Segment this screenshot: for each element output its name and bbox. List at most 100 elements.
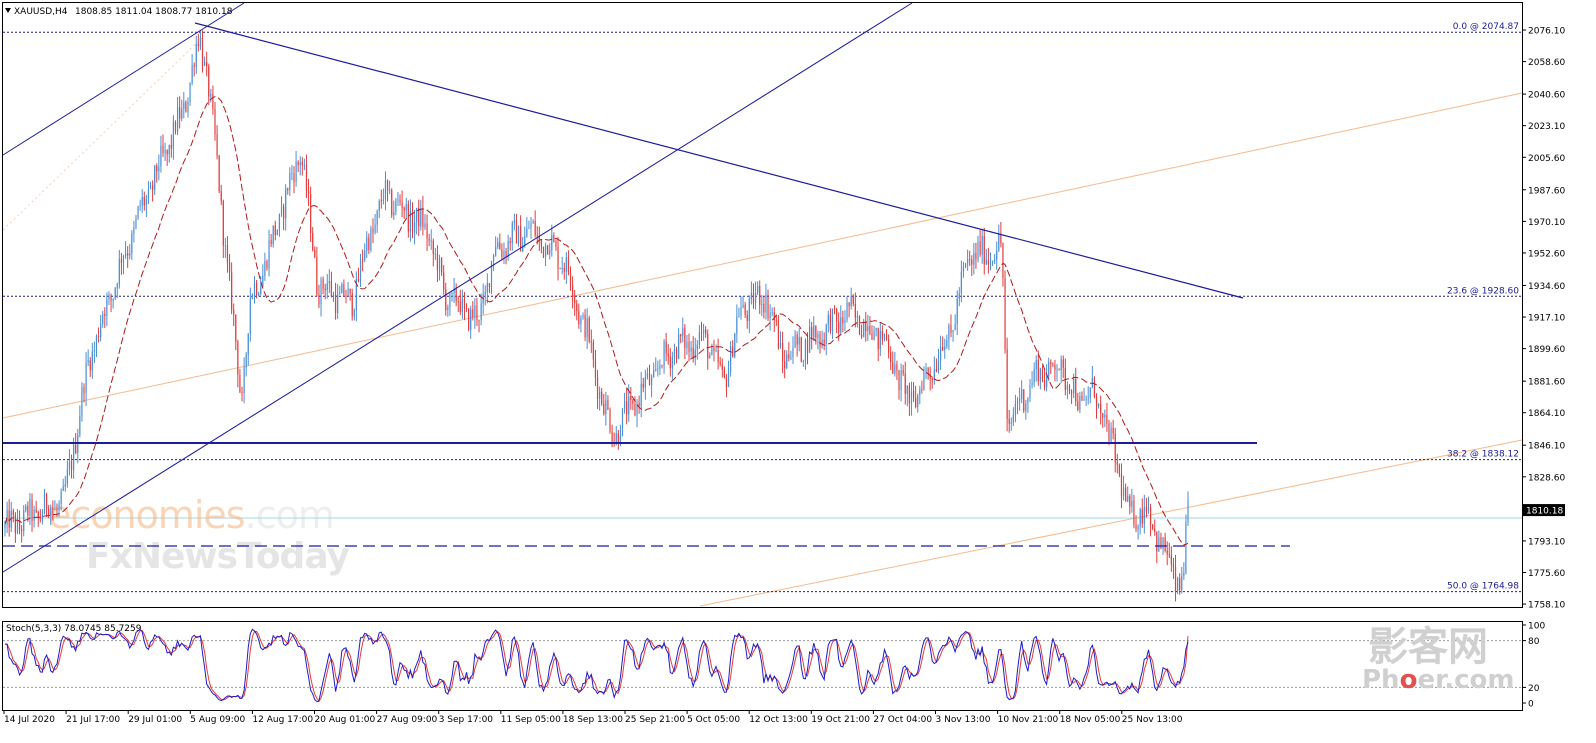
candle-body — [544, 245, 547, 257]
candle-body — [1027, 398, 1029, 404]
candle — [208, 63, 210, 105]
candle-body — [243, 367, 245, 394]
candle — [1070, 389, 1073, 404]
dropdown-triangle-icon[interactable] — [5, 8, 11, 13]
stoch-axis-label: 0 — [1528, 700, 1534, 710]
candle-body — [91, 351, 93, 371]
channel-lower-trendline — [2, 2, 913, 573]
candle — [428, 233, 430, 247]
candle-body — [705, 329, 707, 335]
candle-body — [811, 327, 813, 338]
candle — [948, 323, 950, 351]
candle — [1139, 507, 1141, 535]
candle-body — [1116, 462, 1118, 465]
candle-body — [935, 369, 938, 372]
candle-body — [702, 329, 705, 334]
candle — [147, 181, 150, 205]
candle-body — [81, 387, 83, 417]
candle — [977, 235, 979, 263]
candle-body — [224, 245, 226, 247]
candle-body — [588, 318, 590, 342]
candle-body — [100, 323, 102, 337]
candle — [904, 361, 906, 405]
candle-body — [515, 220, 518, 244]
candle — [243, 357, 245, 404]
candle — [120, 252, 123, 275]
candle-body — [840, 317, 842, 333]
candle — [441, 257, 443, 277]
candle — [139, 199, 141, 211]
candle-body — [686, 341, 688, 349]
candle — [237, 339, 239, 388]
candle-body — [1075, 378, 1077, 402]
candle — [594, 349, 597, 387]
candle-body — [129, 253, 131, 256]
watermark-phoer-cn: 影客网 — [1368, 623, 1488, 670]
candle-body — [1127, 496, 1129, 502]
candle — [114, 287, 116, 301]
candle-body — [472, 309, 474, 317]
candle-body — [372, 228, 374, 233]
candle-body — [617, 433, 619, 444]
candle-body — [478, 319, 480, 321]
candle — [332, 291, 335, 302]
candle — [324, 283, 326, 300]
candle — [382, 188, 384, 205]
candle — [1149, 503, 1152, 537]
candle — [996, 241, 998, 270]
candle-body — [122, 255, 125, 264]
candle — [655, 357, 657, 372]
candle — [987, 247, 990, 274]
candle-body — [740, 307, 742, 317]
candle — [1058, 368, 1060, 371]
fib-base-line — [2, 34, 206, 231]
candle — [405, 197, 407, 220]
candle-body — [156, 165, 158, 172]
candle — [690, 340, 692, 358]
candle — [919, 385, 921, 405]
candle — [1043, 369, 1046, 391]
candle — [542, 246, 545, 259]
candle-body — [141, 196, 143, 206]
candle — [241, 386, 243, 402]
candle-body — [351, 293, 353, 317]
candle — [991, 260, 994, 267]
candle — [320, 276, 322, 317]
candle — [883, 333, 886, 342]
chart-header: XAUUSD,H4 1808.85 1811.04 1808.77 1810.1… — [5, 7, 233, 17]
candle-body — [143, 196, 145, 206]
candle — [1137, 524, 1139, 540]
candle — [434, 247, 436, 261]
candle-body — [193, 65, 195, 67]
candle-body — [499, 242, 501, 250]
candle — [380, 189, 382, 209]
phoer-watermark: 影客网 Phoer.com — [1362, 623, 1514, 695]
candle — [692, 336, 694, 363]
candle-body — [260, 286, 262, 295]
candle-body — [696, 344, 698, 350]
candle-body — [748, 298, 750, 321]
candle-body — [459, 301, 461, 312]
candle-body — [1052, 363, 1054, 365]
candle-body — [48, 508, 50, 515]
candle-body — [1039, 368, 1041, 382]
candle — [438, 254, 441, 281]
candle-body — [773, 312, 775, 320]
candle — [1025, 399, 1027, 420]
candle-body — [135, 218, 137, 228]
orange-lower-line — [699, 439, 1523, 607]
candle-body — [391, 190, 393, 216]
candle — [1152, 524, 1154, 531]
candle-body — [611, 431, 613, 443]
candle-body — [727, 371, 730, 387]
candle — [228, 254, 231, 281]
candle-body — [767, 294, 769, 319]
candle-body — [964, 263, 967, 267]
candle-body — [971, 259, 973, 265]
candle-body — [721, 364, 723, 370]
candle — [871, 325, 873, 340]
candle — [45, 492, 48, 517]
time-label: 14 Jul 2020 — [4, 715, 55, 725]
candle — [1039, 367, 1041, 390]
